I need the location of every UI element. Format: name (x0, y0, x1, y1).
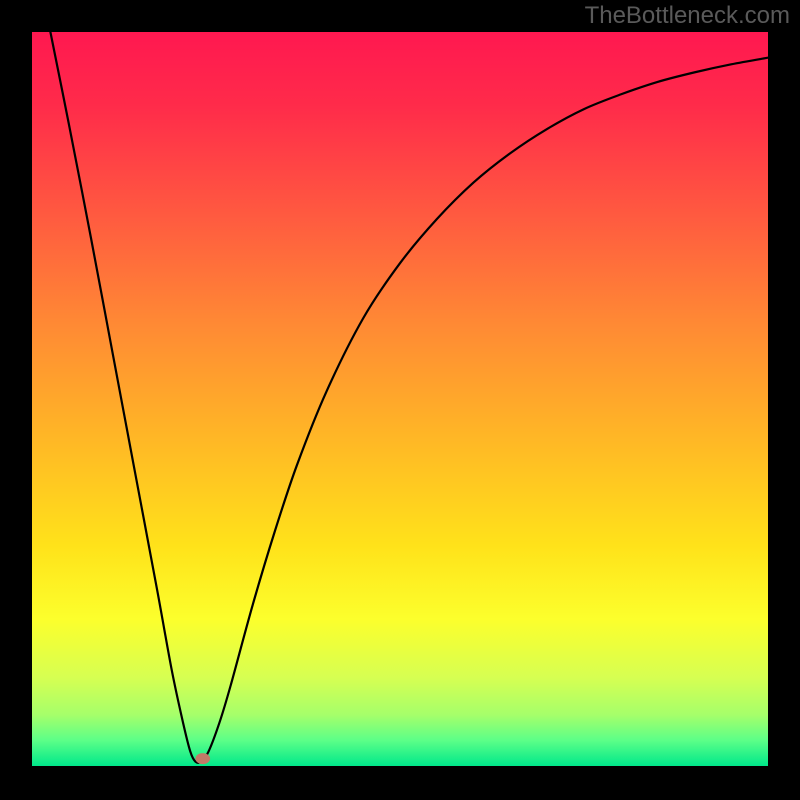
watermark-text: TheBottleneck.com (585, 2, 790, 30)
optimal-point-marker (195, 753, 210, 764)
plot-background-gradient (32, 32, 768, 766)
bottleneck-chart (0, 0, 800, 800)
